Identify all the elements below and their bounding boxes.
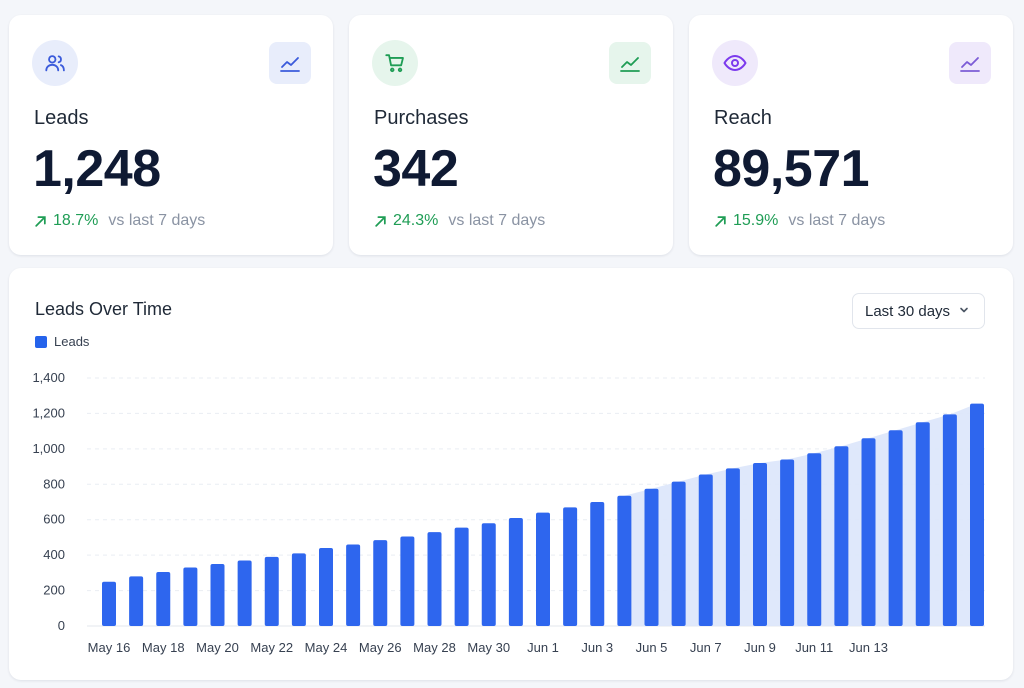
stat-change: 15.9% vs last 7 days: [714, 212, 885, 230]
leads-bar: [319, 548, 333, 626]
date-range-value: Last 30 days: [865, 302, 951, 320]
x-tick-label: May 28: [413, 640, 456, 655]
x-tick-label: Jun 9: [744, 640, 776, 655]
leads-bar: [780, 459, 795, 626]
arrow-up-right-icon: [374, 215, 387, 228]
chart-title: Leads Over Time: [35, 299, 173, 319]
x-tick-label: May 24: [305, 640, 348, 655]
leads-bar: [590, 502, 605, 626]
y-tick-label: 1,200: [32, 405, 65, 420]
chevron-down-icon: [958, 303, 970, 320]
leads-chart-card: 0 200 400 600 800 1,000 1,200 1,400 May 16 May 18…: [9, 268, 1013, 680]
x-tick-label: Jun 13: [849, 640, 888, 655]
leads-bar: [454, 527, 469, 626]
leads-bar: [427, 532, 442, 626]
x-tick-label: May 20: [196, 640, 239, 655]
leads-bar: [807, 453, 822, 626]
stat-value: 89,571: [713, 140, 870, 198]
leads-bar: [481, 523, 496, 626]
legend-label: Leads: [54, 334, 90, 349]
leads-bar: [725, 468, 740, 626]
x-tick-label: Jun 5: [636, 640, 668, 655]
stat-label: Reach: [714, 107, 772, 129]
leads-bar: [888, 430, 903, 626]
leads-bar: [563, 507, 578, 626]
leads-bar: [129, 576, 144, 626]
arrow-up-right-icon: [34, 215, 47, 228]
y-tick-label: 1,000: [32, 441, 65, 456]
change-percent: 24.3%: [393, 212, 439, 229]
trend-line-icon[interactable]: [609, 42, 651, 84]
leads-bar-chart: 0 200 400 600 800 1,000 1,200 1,400 May 16 May 18…: [32, 370, 985, 655]
stat-label: Leads: [34, 107, 89, 129]
leads-bar: [536, 512, 550, 626]
leads-bar: [400, 536, 415, 626]
x-tick-label: Jun 3: [581, 640, 613, 655]
x-tick-label: Jun 7: [690, 640, 722, 655]
x-tick-label: May 16: [88, 640, 131, 655]
leads-bar: [617, 495, 632, 626]
leads-bar: [942, 414, 957, 626]
y-tick-label: 800: [43, 476, 65, 491]
comparison-text: vs last 7 days: [788, 212, 886, 229]
x-tick-label: May 22: [250, 640, 293, 655]
trend-line-icon[interactable]: [949, 42, 991, 84]
leads-bar: [671, 481, 686, 626]
cart-icon: [372, 40, 418, 86]
leads-bar: [373, 540, 388, 626]
change-percent: 18.7%: [53, 212, 99, 229]
stat-change: 18.7% vs last 7 days: [34, 212, 205, 230]
stat-change: 24.3% vs last 7 days: [374, 212, 545, 230]
date-range-select[interactable]: Last 30 days: [852, 293, 985, 329]
leads-bar: [346, 544, 361, 626]
purchases-card: Purchases 342 24.3% vs last 7 days: [349, 15, 673, 255]
leads-bar: [753, 463, 767, 626]
legend-swatch: [35, 335, 47, 348]
leads-bar: [264, 556, 279, 626]
comparison-text: vs last 7 days: [448, 212, 546, 229]
leads-bar: [237, 560, 252, 626]
stat-value: 342: [373, 140, 459, 198]
stat-value: 1,248: [33, 140, 161, 198]
users-icon: [32, 40, 78, 86]
change-percent: 15.9%: [733, 212, 779, 229]
y-tick-label: 400: [43, 547, 65, 562]
comparison-text: vs last 7 days: [108, 212, 206, 229]
x-tick-label: May 26: [359, 640, 402, 655]
x-tick-label: May 18: [142, 640, 185, 655]
reach-card: Reach 89,571 15.9% vs last 7 days: [689, 15, 1013, 255]
y-tick-label: 200: [43, 583, 65, 598]
leads-bar: [915, 422, 930, 626]
y-tick-label: 1,400: [32, 370, 65, 385]
leads-bar: [508, 517, 523, 626]
leads-bar: [698, 474, 713, 626]
y-tick-label: 0: [58, 618, 65, 633]
leads-bar: [861, 438, 876, 626]
leads-bar: [183, 567, 198, 626]
leads-bar: [644, 488, 659, 626]
x-tick-label: Jun 1: [527, 640, 559, 655]
stat-label: Purchases: [374, 107, 469, 129]
eye-icon: [712, 40, 758, 86]
y-tick-label: 600: [43, 512, 65, 527]
leads-bar: [970, 403, 984, 626]
leads-card: Leads 1,248 18.7% vs last 7 days: [9, 15, 333, 255]
leads-bar: [102, 581, 116, 626]
arrow-up-right-icon: [714, 215, 727, 228]
leads-bar: [834, 446, 849, 626]
x-tick-label: May 30: [467, 640, 510, 655]
trend-line-icon[interactable]: [269, 42, 311, 84]
leads-bar: [156, 571, 171, 626]
x-tick-label: Jun 11: [795, 640, 833, 655]
chart-legend[interactable]: Leads: [35, 334, 89, 349]
leads-bar: [210, 564, 225, 626]
leads-bar: [291, 553, 306, 626]
